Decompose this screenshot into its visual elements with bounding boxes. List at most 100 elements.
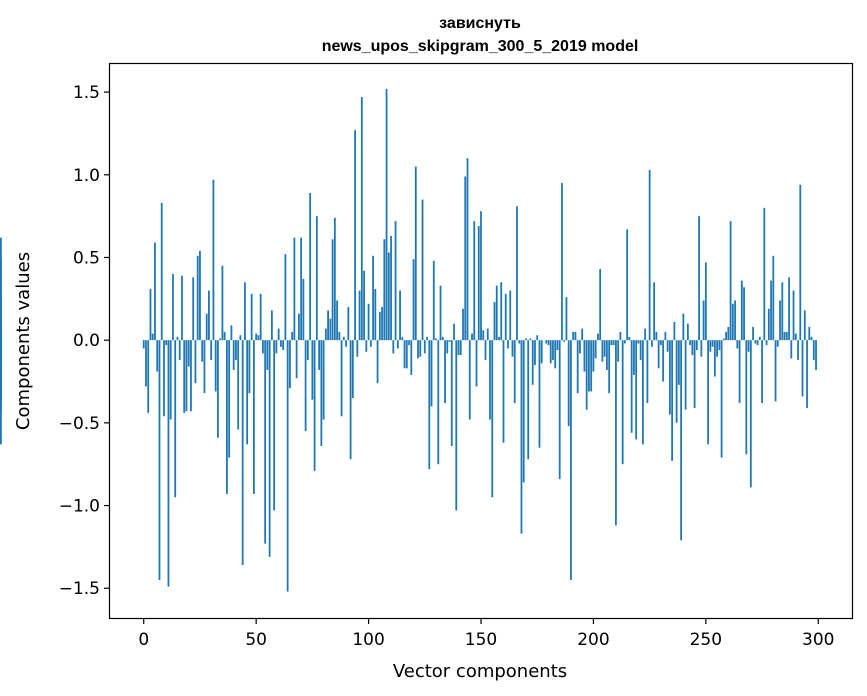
bar: [749, 340, 752, 488]
bar: [540, 340, 543, 364]
bar: [815, 340, 817, 370]
bar: [763, 207, 766, 341]
bar: [185, 340, 188, 412]
bar: [376, 340, 379, 384]
bar: [698, 216, 700, 341]
bar: [309, 192, 312, 341]
bar: [475, 340, 478, 387]
bar: [250, 293, 253, 341]
bar: [574, 331, 577, 341]
bar: [270, 310, 273, 341]
bar: [615, 340, 617, 526]
bar: [435, 338, 437, 341]
bar: [740, 280, 743, 341]
bar: [630, 340, 633, 433]
bar: [295, 340, 298, 379]
bar: [790, 340, 793, 359]
bar: [0, 340, 2, 445]
bar: [567, 340, 570, 427]
bar: [729, 221, 732, 341]
bar: [644, 328, 647, 341]
bar: [181, 275, 183, 341]
bar: [0, 340, 2, 367]
bar: [345, 340, 347, 347]
bar: [500, 282, 503, 341]
bar: [142, 340, 145, 349]
y-tick-label: 1.0: [73, 166, 100, 186]
bar: [727, 326, 730, 341]
bar: [758, 336, 761, 341]
bar: [536, 335, 539, 341]
bar: [365, 340, 368, 352]
bar: [745, 340, 748, 455]
bar: [367, 303, 370, 341]
bar: [520, 340, 523, 534]
bar: [716, 340, 718, 357]
bar: [482, 330, 485, 341]
bar: [432, 260, 435, 341]
bar: [347, 307, 350, 341]
bar: [405, 340, 408, 369]
bar: [221, 265, 224, 341]
bar: [680, 340, 683, 541]
bar: [428, 340, 431, 470]
y-tick-label: −1.5: [59, 579, 100, 599]
bar: [235, 340, 237, 361]
bar: [525, 338, 527, 341]
bar: [531, 340, 534, 385]
bar: [509, 290, 512, 341]
bar: [311, 340, 314, 400]
bar: [318, 340, 321, 370]
bar: [392, 340, 395, 354]
bar: [495, 285, 498, 341]
bar: [158, 340, 161, 580]
bar: [248, 340, 251, 394]
y-axis-label: Components values: [13, 252, 34, 430]
bar: [621, 340, 624, 465]
bar: [583, 340, 586, 372]
bar: [572, 331, 575, 341]
bar: [792, 290, 795, 341]
bar: [635, 340, 638, 440]
bar: [752, 326, 754, 341]
bar: [176, 336, 179, 341]
bar: [547, 340, 550, 346]
bar: [785, 331, 788, 341]
bar: [349, 340, 352, 460]
bar: [437, 340, 440, 465]
bar: [327, 310, 329, 341]
chart-title: зависнуть: [439, 15, 521, 32]
bar: [356, 340, 359, 357]
x-tick-label: 250: [690, 630, 722, 650]
bar: [781, 282, 784, 341]
bar: [797, 340, 799, 361]
bar: [801, 340, 804, 397]
bar: [570, 340, 572, 580]
bar: [653, 282, 656, 341]
bar: [226, 340, 228, 494]
bar: [403, 340, 406, 369]
bar: [806, 340, 808, 408]
bar: [576, 340, 579, 394]
bar: [300, 237, 303, 341]
bar: [396, 340, 399, 349]
bar: [430, 340, 433, 407]
bar: [199, 250, 201, 341]
bar: [704, 262, 707, 341]
bar: [689, 340, 692, 346]
bar: [196, 255, 199, 341]
bar: [169, 340, 172, 420]
bar: [178, 340, 181, 361]
bar: [700, 340, 703, 357]
x-tick-label: 200: [577, 630, 609, 650]
bar: [282, 340, 285, 351]
y-tick-label: 0.0: [73, 331, 100, 351]
y-tick-label: 1.5: [73, 83, 100, 103]
bar: [414, 166, 417, 341]
bar: [336, 300, 338, 341]
bar: [284, 254, 287, 341]
bar: [342, 336, 345, 341]
bar: [147, 340, 150, 413]
bar: [664, 331, 667, 341]
bar: [363, 270, 365, 341]
